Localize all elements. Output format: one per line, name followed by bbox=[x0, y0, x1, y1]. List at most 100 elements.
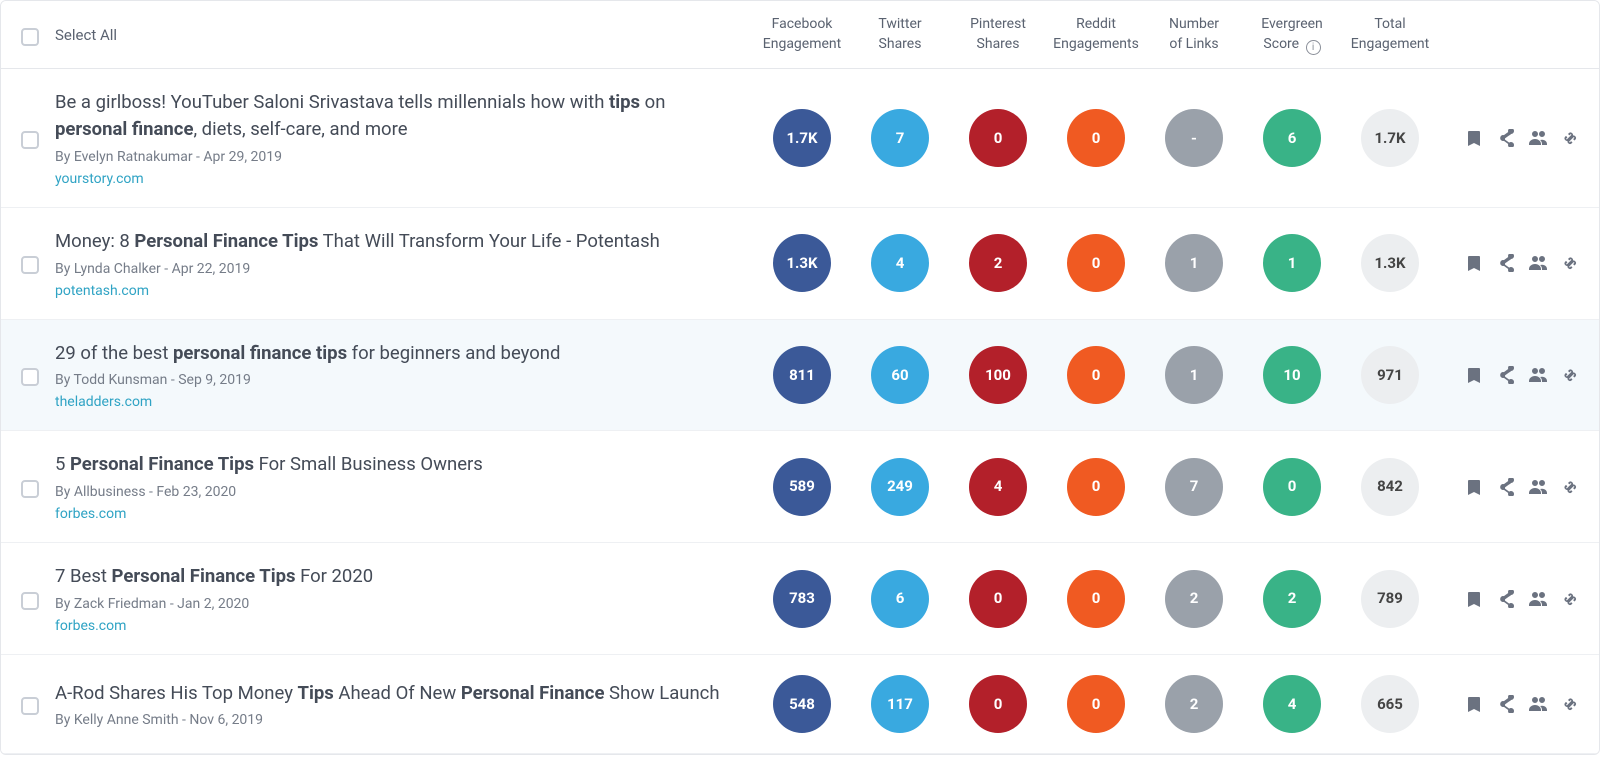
link-icon[interactable] bbox=[1561, 254, 1579, 272]
metric-circle-total[interactable]: 665 bbox=[1361, 675, 1419, 733]
share-icon[interactable] bbox=[1497, 366, 1515, 384]
bookmark-icon[interactable] bbox=[1465, 254, 1483, 272]
metric-circle-facebook[interactable]: 548 bbox=[773, 675, 831, 733]
header-col-total[interactable]: TotalEngagement bbox=[1341, 15, 1439, 54]
people-icon[interactable] bbox=[1529, 129, 1547, 147]
people-icon[interactable] bbox=[1529, 254, 1547, 272]
header-col-pinterest[interactable]: PinterestShares bbox=[949, 15, 1047, 54]
row-checkbox[interactable] bbox=[21, 697, 39, 715]
metric-circle-twitter[interactable]: 60 bbox=[871, 346, 929, 404]
metric-circle-pinterest[interactable]: 0 bbox=[969, 109, 1027, 167]
article-title[interactable]: A-Rod Shares His Top Money Tips Ahead Of… bbox=[55, 680, 733, 707]
row-checkbox[interactable] bbox=[21, 480, 39, 498]
domain-link[interactable]: theladders.com bbox=[55, 394, 152, 410]
link-icon[interactable] bbox=[1561, 129, 1579, 147]
select-all-checkbox[interactable] bbox=[21, 28, 39, 46]
people-icon[interactable] bbox=[1529, 695, 1547, 713]
header-col-reddit[interactable]: RedditEngagements bbox=[1047, 15, 1145, 54]
row-checkbox[interactable] bbox=[21, 256, 39, 274]
metric-circle-facebook[interactable]: 1.3K bbox=[773, 234, 831, 292]
metric-pinterest: 0 bbox=[949, 570, 1047, 628]
metric-circle-twitter[interactable]: 249 bbox=[871, 458, 929, 516]
metric-circle-facebook[interactable]: 783 bbox=[773, 570, 831, 628]
metric-circle-evergreen[interactable]: 6 bbox=[1263, 109, 1321, 167]
bookmark-icon[interactable] bbox=[1465, 590, 1483, 608]
metric-circle-total[interactable]: 971 bbox=[1361, 346, 1419, 404]
domain-link[interactable]: forbes.com bbox=[55, 506, 126, 522]
row-checkbox[interactable] bbox=[21, 592, 39, 610]
people-icon[interactable] bbox=[1529, 590, 1547, 608]
share-icon[interactable] bbox=[1497, 695, 1515, 713]
share-icon[interactable] bbox=[1497, 590, 1515, 608]
metric-circle-evergreen[interactable]: 10 bbox=[1263, 346, 1321, 404]
domain-link[interactable]: forbes.com bbox=[55, 618, 126, 634]
header-col-links[interactable]: Numberof Links bbox=[1145, 15, 1243, 54]
article-title[interactable]: Be a girlboss! YouTuber Saloni Srivastav… bbox=[55, 89, 733, 143]
domain-link[interactable]: potentash.com bbox=[55, 283, 149, 299]
metric-facebook: 783 bbox=[753, 570, 851, 628]
metric-circle-evergreen[interactable]: 0 bbox=[1263, 458, 1321, 516]
header-col-twitter[interactable]: TwitterShares bbox=[851, 15, 949, 54]
metric-reddit: 0 bbox=[1047, 570, 1145, 628]
metric-circle-links[interactable]: 7 bbox=[1165, 458, 1223, 516]
link-icon[interactable] bbox=[1561, 695, 1579, 713]
link-icon[interactable] bbox=[1561, 366, 1579, 384]
metric-circle-links[interactable]: 1 bbox=[1165, 346, 1223, 404]
metric-circle-reddit[interactable]: 0 bbox=[1067, 234, 1125, 292]
link-icon[interactable] bbox=[1561, 478, 1579, 496]
metric-circle-links[interactable]: - bbox=[1165, 109, 1223, 167]
select-all-label[interactable]: Select All bbox=[55, 26, 117, 44]
article-title[interactable]: 29 of the best personal finance tips for… bbox=[55, 340, 733, 367]
metric-circle-reddit[interactable]: 0 bbox=[1067, 570, 1125, 628]
domain-link[interactable]: yourstory.com bbox=[55, 171, 144, 187]
share-icon[interactable] bbox=[1497, 129, 1515, 147]
share-icon[interactable] bbox=[1497, 254, 1515, 272]
article-title[interactable]: 7 Best Personal Finance Tips For 2020 bbox=[55, 563, 733, 590]
link-icon[interactable] bbox=[1561, 590, 1579, 608]
metric-circle-twitter[interactable]: 4 bbox=[871, 234, 929, 292]
metric-circle-links[interactable]: 2 bbox=[1165, 570, 1223, 628]
people-icon[interactable] bbox=[1529, 478, 1547, 496]
metric-circle-pinterest[interactable]: 2 bbox=[969, 234, 1027, 292]
metric-circle-twitter[interactable]: 117 bbox=[871, 675, 929, 733]
metric-circle-reddit[interactable]: 0 bbox=[1067, 458, 1125, 516]
metric-circle-evergreen[interactable]: 1 bbox=[1263, 234, 1321, 292]
header-col-facebook[interactable]: FacebookEngagement bbox=[753, 15, 851, 54]
bookmark-icon[interactable] bbox=[1465, 478, 1483, 496]
bookmark-icon[interactable] bbox=[1465, 366, 1483, 384]
metric-circle-facebook[interactable]: 589 bbox=[773, 458, 831, 516]
metric-circle-reddit[interactable]: 0 bbox=[1067, 675, 1125, 733]
metric-circle-total[interactable]: 1.3K bbox=[1361, 234, 1419, 292]
metric-circle-total[interactable]: 842 bbox=[1361, 458, 1419, 516]
metric-circle-facebook[interactable]: 1.7K bbox=[773, 109, 831, 167]
article-title[interactable]: 5 Personal Finance Tips For Small Busine… bbox=[55, 451, 733, 478]
metric-circle-pinterest[interactable]: 0 bbox=[969, 675, 1027, 733]
metric-twitter: 249 bbox=[851, 458, 949, 516]
people-icon[interactable] bbox=[1529, 366, 1547, 384]
bookmark-icon[interactable] bbox=[1465, 695, 1483, 713]
metric-circle-reddit[interactable]: 0 bbox=[1067, 109, 1125, 167]
row-title-cell: A-Rod Shares His Top Money Tips Ahead Of… bbox=[55, 680, 753, 729]
select-all-label-cell: Select All bbox=[55, 26, 753, 44]
metric-circle-links[interactable]: 1 bbox=[1165, 234, 1223, 292]
metric-circle-links[interactable]: 2 bbox=[1165, 675, 1223, 733]
metric-circle-total[interactable]: 789 bbox=[1361, 570, 1419, 628]
row-checkbox[interactable] bbox=[21, 131, 39, 149]
bookmark-icon[interactable] bbox=[1465, 129, 1483, 147]
metric-circle-facebook[interactable]: 811 bbox=[773, 346, 831, 404]
metric-circle-evergreen[interactable]: 2 bbox=[1263, 570, 1321, 628]
row-checkbox[interactable] bbox=[21, 368, 39, 386]
metric-circle-twitter[interactable]: 7 bbox=[871, 109, 929, 167]
metric-circle-pinterest[interactable]: 100 bbox=[969, 346, 1027, 404]
metric-circle-evergreen[interactable]: 4 bbox=[1263, 675, 1321, 733]
share-icon[interactable] bbox=[1497, 478, 1515, 496]
metric-circle-pinterest[interactable]: 0 bbox=[969, 570, 1027, 628]
metric-circle-total[interactable]: 1.7K bbox=[1361, 109, 1419, 167]
metric-circle-reddit[interactable]: 0 bbox=[1067, 346, 1125, 404]
metric-circle-twitter[interactable]: 6 bbox=[871, 570, 929, 628]
metric-twitter: 4 bbox=[851, 234, 949, 292]
header-col-evergreen[interactable]: EvergreenScore i bbox=[1243, 15, 1341, 54]
metric-circle-pinterest[interactable]: 4 bbox=[969, 458, 1027, 516]
info-icon[interactable]: i bbox=[1306, 40, 1321, 55]
article-title[interactable]: Money: 8 Personal Finance Tips That Will… bbox=[55, 228, 733, 255]
